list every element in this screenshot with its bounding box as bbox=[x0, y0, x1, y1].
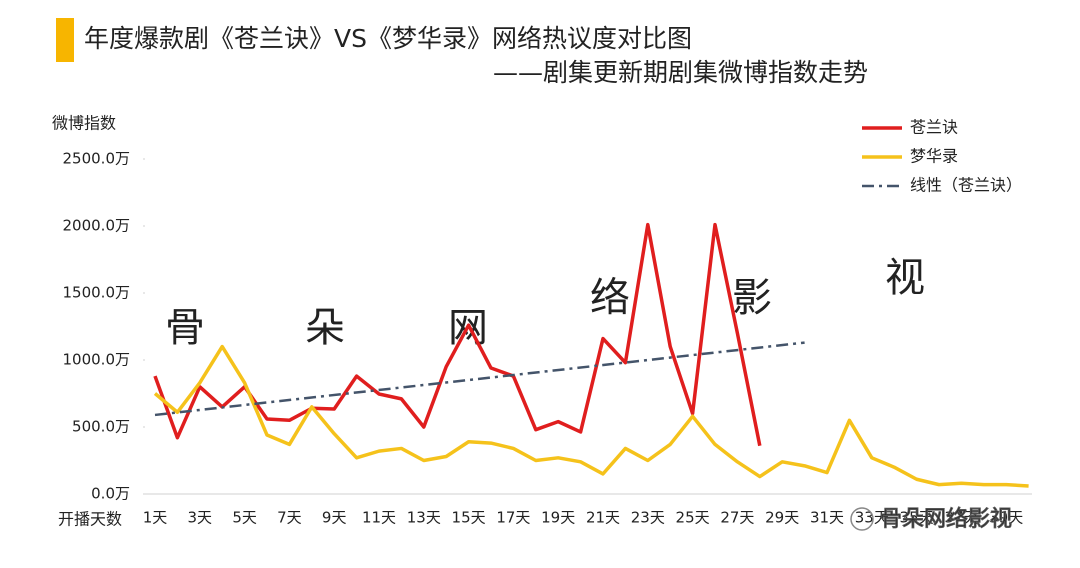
wechat-icon bbox=[850, 507, 874, 531]
trend-line bbox=[154, 341, 805, 417]
watermark: 络 bbox=[590, 275, 630, 321]
x-tick-label: 11天 bbox=[362, 509, 396, 527]
watermark: 朵 bbox=[305, 305, 345, 351]
watermark-footer: 骨朵网络影视 bbox=[880, 507, 1012, 532]
x-tick-label: 7天 bbox=[277, 509, 302, 527]
y-axis-label: 微博指数 bbox=[52, 114, 116, 133]
title-accent bbox=[56, 18, 74, 62]
y-tick-label: 0.0万 bbox=[91, 485, 130, 503]
x-tick-label: 3天 bbox=[188, 509, 213, 527]
watermark: 影 bbox=[732, 275, 772, 321]
y-tick-label: 500.0万 bbox=[72, 418, 130, 436]
x-tick-label: 21天 bbox=[586, 509, 620, 527]
x-tick-label: 9天 bbox=[322, 509, 347, 527]
x-tick-label: 19天 bbox=[541, 509, 575, 527]
x-tick-label: 33天 bbox=[855, 509, 889, 527]
x-tick-label: 1天 bbox=[143, 509, 168, 527]
x-tick-label: 25天 bbox=[676, 509, 710, 527]
x-tick-label: 13天 bbox=[407, 509, 441, 527]
series-line bbox=[153, 344, 1029, 488]
y-tick-label: 2000.0万 bbox=[63, 217, 131, 235]
legend-label: 线性（苍兰诀） bbox=[910, 176, 1022, 195]
x-tick-label: 31天 bbox=[810, 509, 844, 527]
x-tick-label: 35天 bbox=[900, 509, 934, 527]
watermark: 骨 bbox=[165, 305, 205, 351]
x-tick-label: 15天 bbox=[452, 509, 486, 527]
y-tick-label: 1500.0万 bbox=[63, 284, 131, 302]
y-tick-label: 1000.0万 bbox=[63, 351, 131, 369]
x-tick-label: 17天 bbox=[496, 509, 530, 527]
x-axis-label: 开播天数 bbox=[58, 510, 122, 529]
chart-title: 年度爆款剧《苍兰诀》VS《梦华录》网络热议度对比图 bbox=[84, 24, 692, 53]
x-tick-label: 37天 bbox=[944, 509, 978, 527]
watermark: 视 bbox=[885, 255, 925, 301]
x-tick-label: 27天 bbox=[720, 509, 754, 527]
legend-label: 苍兰诀 bbox=[910, 118, 958, 137]
chart-subtitle: ——剧集更新期剧集微博指数走势 bbox=[493, 58, 868, 87]
legend-label: 梦华录 bbox=[910, 147, 958, 166]
x-tick-label: 5天 bbox=[232, 509, 257, 527]
x-tick-label: 29天 bbox=[765, 509, 799, 527]
x-tick-label: 39天 bbox=[989, 509, 1023, 527]
y-tick-label: 2500.0万 bbox=[63, 150, 131, 168]
x-tick-label: 23天 bbox=[631, 509, 665, 527]
